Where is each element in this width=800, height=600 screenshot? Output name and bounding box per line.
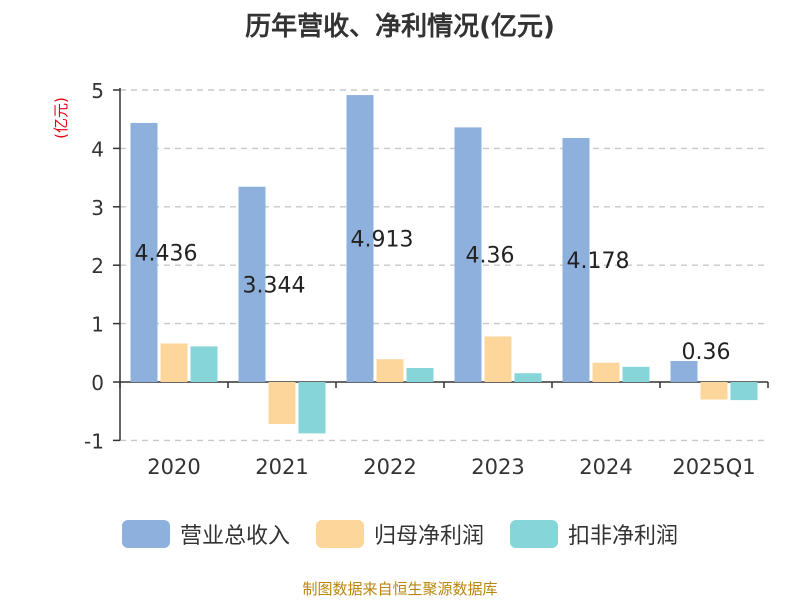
data-label: 4.36	[466, 244, 515, 269]
bar	[160, 343, 188, 382]
bar	[238, 186, 266, 382]
bar	[346, 95, 374, 382]
y-tick-label: 1	[91, 313, 104, 337]
bar	[406, 367, 434, 382]
data-label: 4.436	[135, 241, 198, 266]
x-tick-label: 2022	[363, 455, 416, 479]
y-tick-label: -1	[84, 429, 104, 453]
data-labels: 4.436 3.344 4.913 4.36 4.178 0.36	[135, 228, 731, 365]
x-tick-label: 2023	[471, 455, 524, 479]
bar	[700, 382, 728, 400]
legend-item-revenue[interactable]: 营业总收入	[121, 518, 290, 550]
y-tick-label: 0	[91, 371, 104, 395]
legend-swatch-deducted-profit	[510, 520, 558, 548]
bar	[268, 382, 296, 425]
data-label: 3.344	[243, 273, 306, 298]
x-tick-label: 2024	[579, 455, 632, 479]
data-label: 4.913	[351, 228, 414, 253]
axes: 5 4 3 2 1 0 -1 2020 2021 2022 2023 2024 2025Q1	[84, 79, 769, 479]
chart-title: 历年营收、净利情况(亿元)	[245, 12, 555, 42]
y-tick-label: 2	[91, 254, 104, 278]
x-tick-label: 2020	[147, 455, 200, 479]
legend-item-deducted-profit[interactable]: 扣非净利润	[510, 518, 678, 550]
legend-item-net-profit[interactable]: 归母净利润	[315, 518, 484, 550]
bar	[190, 346, 218, 382]
bar	[484, 336, 512, 382]
bar	[592, 362, 620, 382]
legend: 营业总收入 归母净利润 扣非净利润	[0, 518, 800, 550]
bar	[670, 360, 698, 382]
bar	[622, 366, 650, 382]
x-tick-label: 2025Q1	[672, 455, 755, 479]
legend-label-deducted-profit: 扣非净利润	[568, 524, 679, 549]
legend-label-revenue: 营业总收入	[179, 524, 290, 549]
y-tick-label: 4	[91, 137, 104, 161]
y-tick-label: 3	[91, 196, 104, 220]
data-label: 4.178	[567, 249, 630, 274]
bar	[562, 138, 590, 382]
gridlines	[120, 89, 768, 442]
bar	[298, 382, 326, 434]
bars	[130, 95, 758, 434]
legend-swatch-revenue	[121, 520, 170, 548]
bar	[730, 382, 758, 401]
data-label: 0.36	[682, 340, 731, 365]
legend-label-net-profit: 归母净利润	[373, 524, 484, 549]
x-tick-label: 2021	[255, 455, 308, 479]
bar	[376, 359, 404, 382]
legend-swatch-net-profit	[315, 520, 364, 548]
bar	[514, 373, 542, 382]
y-axis-unit-label: (亿元)	[52, 97, 70, 139]
y-tick-label: 5	[91, 79, 104, 103]
bar	[454, 127, 482, 382]
bar	[130, 122, 158, 383]
source-note: 制图数据来自恒生聚源数据库	[302, 580, 498, 598]
